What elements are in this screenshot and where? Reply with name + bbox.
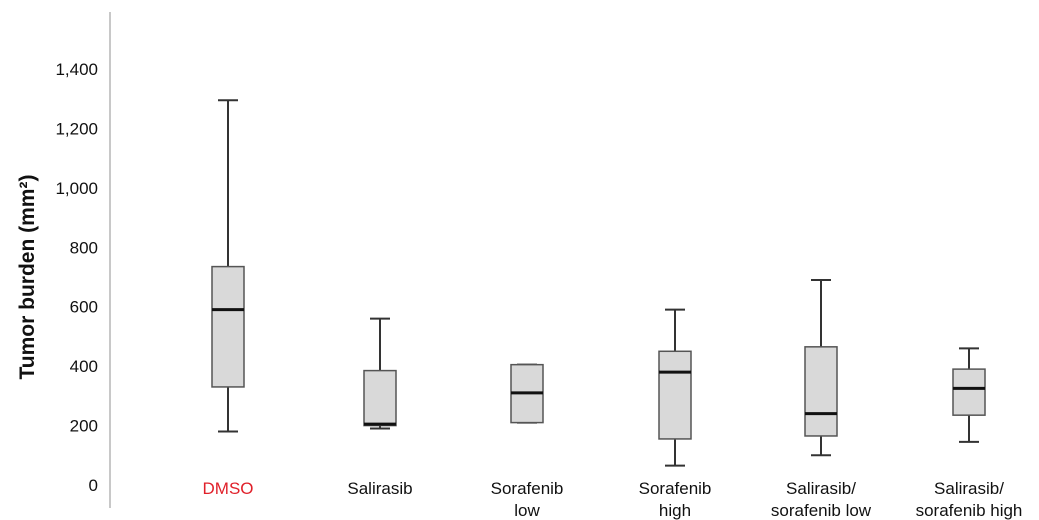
category-label-line: Sorafenib (491, 479, 564, 498)
y-tick-label: 1,000 (55, 179, 98, 198)
box-rect (804, 346, 838, 437)
box-rect (211, 265, 245, 388)
category-label-line: Salirasib/ (934, 479, 1004, 498)
category-label-line: high (659, 501, 691, 520)
box-group (211, 99, 245, 433)
y-tick-label: 600 (70, 298, 98, 317)
category-labels: DMSO Salirasib Sorafenib low Sorafenib high Sa… (203, 479, 1023, 520)
y-tick-label: 1,200 (55, 119, 98, 138)
category-label: Sorafenib low (491, 479, 564, 520)
category-label-line: Salirasib (347, 479, 412, 498)
box-series (211, 99, 986, 467)
y-tick-label: 200 (70, 417, 98, 436)
category-label-line: DMSO (203, 479, 254, 498)
category-label: Salirasib (347, 479, 412, 498)
category-label: Sorafenib high (639, 479, 712, 520)
category-label-line: sorafenib low (771, 501, 872, 520)
category-label-line: Sorafenib (639, 479, 712, 498)
y-tick-label: 400 (70, 357, 98, 376)
box-group (952, 347, 986, 443)
y-tick-label: 800 (70, 238, 98, 257)
y-tick-label: 0 (89, 476, 98, 495)
box-rect (952, 368, 986, 416)
box-rect (363, 369, 397, 427)
category-label-line: Salirasib/ (786, 479, 856, 498)
y-axis-title: Tumor burden (mm²) (16, 175, 39, 380)
y-axis-ticks: 0 200 400 600 800 1,000 1,200 1,400 (55, 60, 98, 495)
category-label: DMSO (203, 479, 254, 498)
box-group (363, 317, 397, 430)
category-label: Salirasib/sorafenib low (771, 479, 872, 520)
box-group (658, 308, 692, 467)
box-group (804, 278, 838, 457)
category-label: Salirasib/sorafenib high (916, 479, 1023, 520)
category-label-line: sorafenib high (916, 501, 1023, 520)
box-rect (658, 350, 692, 440)
y-tick-label: 1,400 (55, 60, 98, 79)
box-group (510, 363, 544, 424)
category-label-line: low (514, 501, 540, 520)
